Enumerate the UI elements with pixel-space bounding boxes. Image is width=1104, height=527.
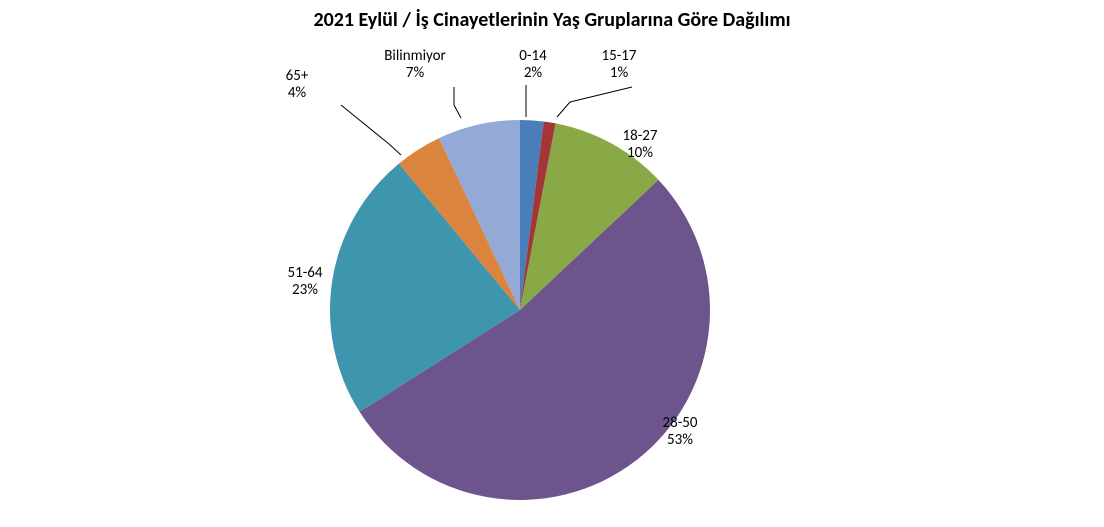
slice-label-percent: 53% (662, 432, 697, 449)
slice-label: 18-2710% (622, 128, 657, 163)
slice-label: 65+4% (286, 68, 309, 103)
slice-label-percent: 7% (384, 65, 446, 82)
slice-label-percent: 23% (287, 282, 322, 299)
slice-label: Bilinmiyor7% (384, 48, 446, 83)
slice-label-name: 28-50 (662, 415, 697, 432)
slice-label: 0-142% (519, 48, 546, 83)
slice-label-percent: 1% (601, 65, 636, 82)
slice-label-percent: 2% (519, 65, 546, 82)
pie-svg (0, 0, 1104, 527)
slice-label: 51-6423% (287, 265, 322, 300)
slice-label-name: 65+ (286, 68, 309, 85)
slice-label-percent: 10% (622, 145, 657, 162)
slice-label: 15-171% (601, 48, 636, 83)
slice-label-name: 15-17 (601, 48, 636, 65)
slice-label: 28-5053% (662, 415, 697, 450)
slice-label-name: 0-14 (519, 48, 546, 65)
pie-chart-container: 2021 Eylül / İş Cinayetlerinin Yaş Grupl… (0, 0, 1104, 527)
slice-label-name: 18-27 (622, 128, 657, 145)
slice-label-name: 51-64 (287, 265, 322, 282)
slice-label-percent: 4% (286, 85, 309, 102)
slice-label-name: Bilinmiyor (384, 48, 446, 65)
